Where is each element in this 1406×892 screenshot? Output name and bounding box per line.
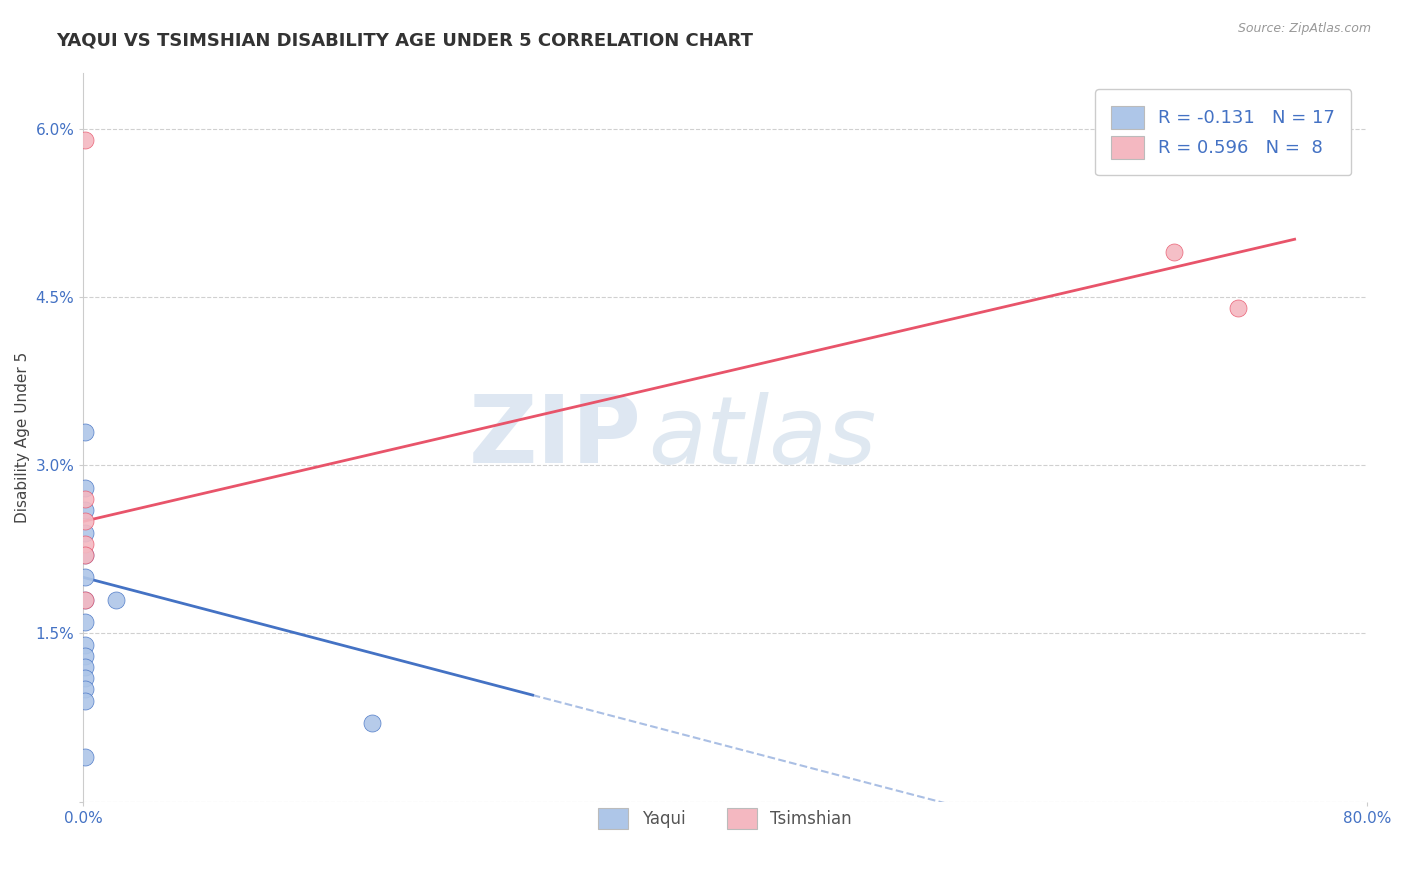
Point — [73, 592, 96, 607]
Point — [73, 548, 96, 562]
Point — [73, 525, 96, 540]
Text: Source: ZipAtlas.com: Source: ZipAtlas.com — [1237, 22, 1371, 36]
Point — [73, 592, 96, 607]
Point — [73, 638, 96, 652]
Point — [73, 749, 96, 764]
Point — [104, 592, 127, 607]
Text: YAQUI VS TSIMSHIAN DISABILITY AGE UNDER 5 CORRELATION CHART: YAQUI VS TSIMSHIAN DISABILITY AGE UNDER … — [56, 31, 754, 49]
Point — [73, 481, 96, 495]
Point — [73, 694, 96, 708]
Point — [73, 133, 96, 147]
Point — [73, 682, 96, 697]
Point — [73, 671, 96, 685]
Text: atlas: atlas — [648, 392, 876, 483]
Point — [73, 615, 96, 630]
Point — [73, 425, 96, 439]
Text: ZIP: ZIP — [468, 392, 641, 483]
Point — [73, 514, 96, 528]
Point — [73, 648, 96, 663]
Legend: Yaqui, Tsimshian: Yaqui, Tsimshian — [583, 793, 868, 844]
Point — [1227, 301, 1250, 316]
Point — [73, 548, 96, 562]
Y-axis label: Disability Age Under 5: Disability Age Under 5 — [15, 351, 30, 523]
Point — [361, 716, 384, 731]
Point — [73, 537, 96, 551]
Point — [73, 491, 96, 506]
Point — [1163, 245, 1185, 260]
Point — [73, 660, 96, 674]
Point — [73, 503, 96, 517]
Point — [73, 570, 96, 584]
